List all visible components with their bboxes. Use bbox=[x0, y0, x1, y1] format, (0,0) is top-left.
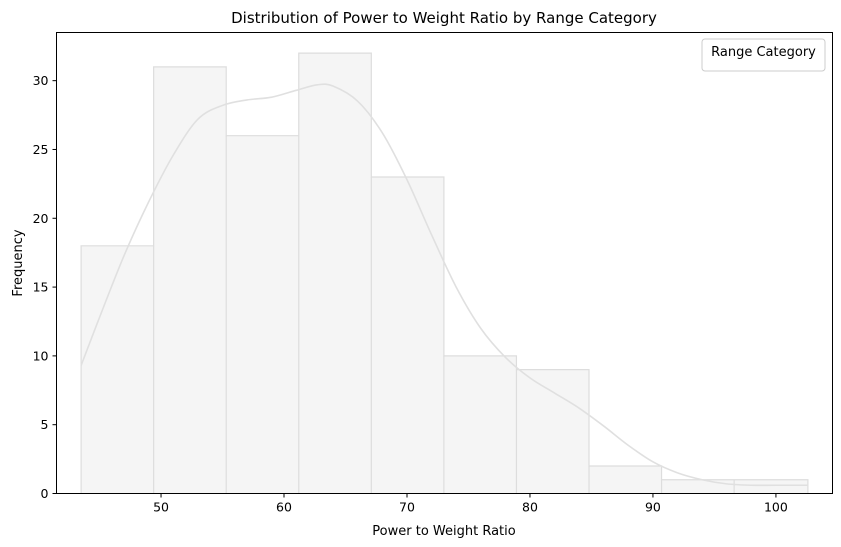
histogram-bar bbox=[371, 176, 444, 494]
kde-curve bbox=[80, 83, 808, 487]
x-tick-label: 100 bbox=[764, 500, 788, 515]
x-tick-label: 60 bbox=[276, 500, 292, 515]
legend-box bbox=[701, 38, 826, 72]
histogram-bar bbox=[661, 479, 735, 494]
histogram-bar bbox=[516, 369, 590, 494]
y-axis: 0 5 10 15 20 25 30 bbox=[33, 73, 57, 501]
axes-frame bbox=[56, 32, 833, 494]
chart-title: Distribution of Power to Weight Ratio by… bbox=[231, 9, 657, 27]
y-axis-title: Frequency bbox=[11, 229, 26, 296]
histogram-bar bbox=[153, 66, 227, 494]
x-tick-label: 80 bbox=[522, 500, 538, 515]
legend: Range Category bbox=[701, 38, 826, 72]
histogram-bar bbox=[226, 135, 299, 494]
x-tick-label: 50 bbox=[153, 500, 169, 515]
x-axis: 50 60 70 80 90 100 bbox=[153, 493, 788, 515]
y-tick-label: 5 bbox=[41, 417, 49, 432]
y-tick-label: 0 bbox=[41, 486, 49, 501]
histogram-bar bbox=[298, 53, 372, 494]
y-tick-label: 20 bbox=[33, 211, 49, 226]
y-tick-label: 15 bbox=[33, 280, 49, 295]
y-tick-label: 10 bbox=[33, 348, 49, 363]
histogram-bar bbox=[443, 355, 517, 494]
histogram-bar bbox=[589, 465, 662, 494]
histogram-bar bbox=[81, 245, 154, 494]
x-tick-label: 70 bbox=[399, 500, 415, 515]
x-axis-title: Power to Weight Ratio bbox=[372, 524, 515, 539]
plot-area bbox=[80, 52, 809, 494]
histogram-bar bbox=[734, 479, 808, 494]
x-tick-label: 90 bbox=[645, 500, 661, 515]
y-tick-label: 30 bbox=[33, 73, 49, 88]
y-tick-label: 25 bbox=[33, 142, 49, 157]
legend-title: Range Category bbox=[711, 45, 816, 60]
histogram-outline bbox=[80, 52, 809, 494]
